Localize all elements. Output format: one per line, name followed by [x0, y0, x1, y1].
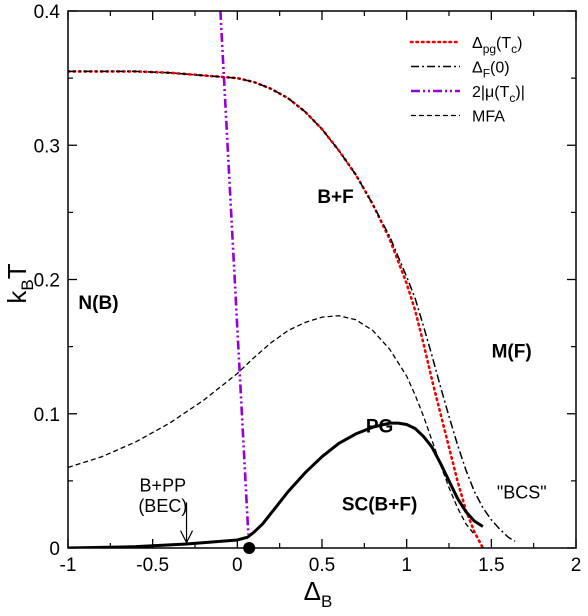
- annotation-label: N(B): [78, 293, 118, 314]
- legend-entry: Δpg(Tc): [472, 35, 522, 56]
- annotation-label: SC(B+F): [342, 494, 417, 515]
- x-tick-label: 1.5: [478, 555, 504, 576]
- y-tick-label: 0: [49, 539, 60, 560]
- y-tick-label: 0.1: [34, 405, 60, 426]
- annotation-label: (BEC): [138, 496, 187, 516]
- x-tick-label: -0.5: [136, 555, 169, 576]
- annotation-label: PG: [366, 417, 393, 438]
- series-line-0: [68, 70, 485, 548]
- legend-entry: ΔF(0): [472, 60, 510, 81]
- annotation-label: B+PP: [140, 476, 187, 496]
- legend-entry: MFA: [472, 109, 505, 126]
- y-axis-label-main: k: [2, 290, 32, 304]
- series-layer: [68, 11, 516, 548]
- legend-entry: 2|μ(Tc)|: [472, 84, 525, 105]
- y-tick-label: 0.3: [34, 136, 60, 157]
- tick-layer: -1 -0.5 0 0.5 1 1.5 2 0 0.1 0.2 0.3 0.4: [34, 2, 582, 576]
- x-axis-label-main: Δ: [304, 576, 321, 606]
- annotation-label: B+F: [317, 187, 353, 208]
- y-axis-label-tail: T: [2, 263, 32, 279]
- x-axis-label: ΔB: [304, 576, 333, 611]
- x-axis-label-sub: B: [321, 592, 332, 611]
- y-tick-label: 0.2: [34, 271, 60, 292]
- x-tick-label: 2: [571, 555, 582, 576]
- series-line-1: [68, 70, 516, 542]
- annotation-label: "BCS": [497, 482, 547, 502]
- y-axis-label: kBT: [2, 263, 37, 303]
- x-tick-label: 1: [401, 555, 412, 576]
- y-axis-label-sub: B: [18, 279, 37, 290]
- legend: Δpg(Tc) ΔF(0) 2|μ(Tc)| MFA: [409, 35, 525, 126]
- series-line-2: [219, 11, 250, 535]
- x-tick-label: 0.5: [309, 555, 335, 576]
- annotation-layer: N(B) B+F M(F) PG SC(B+F) "BCS" B+PP(BEC): [78, 187, 547, 544]
- bec-arrow-head: [179, 530, 194, 544]
- y-tick-label: 0.4: [34, 2, 61, 23]
- annotation-label: M(F): [492, 341, 532, 362]
- x-tick-label: 0: [232, 555, 243, 576]
- series-line-4: [68, 421, 484, 548]
- x-tick-label: -1: [60, 555, 77, 576]
